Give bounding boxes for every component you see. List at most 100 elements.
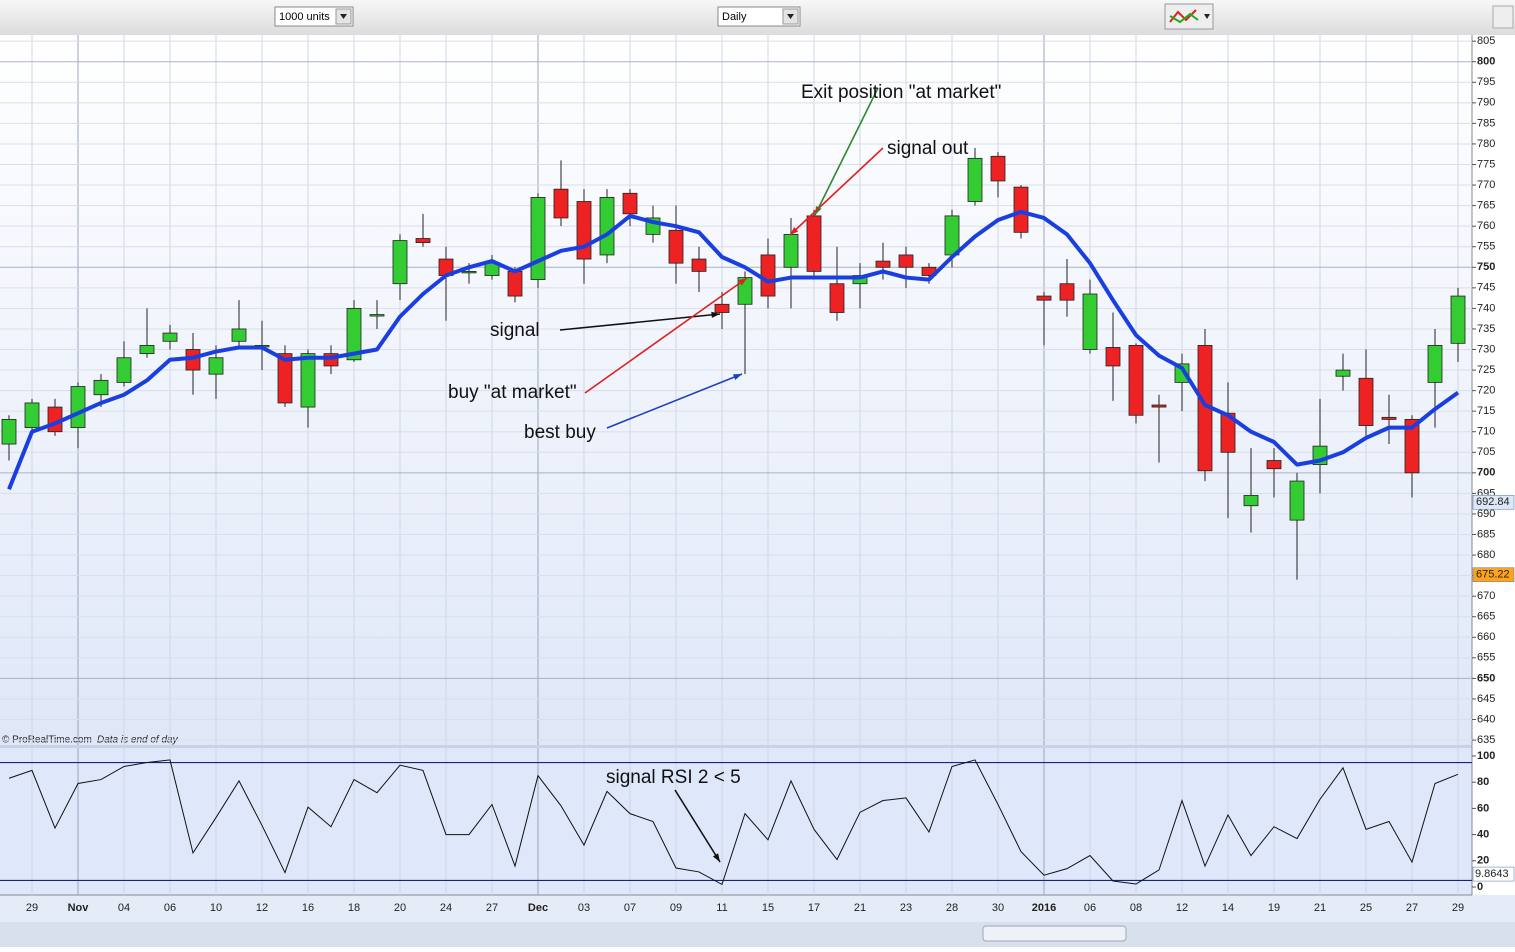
price-marker-label: 692.84 <box>1476 496 1510 508</box>
timeframe-dropdown[interactable] <box>717 6 801 27</box>
dropdown-arrow <box>340 14 347 19</box>
candle-body <box>1128 344 1144 416</box>
units-dropdown[interactable] <box>274 6 354 27</box>
candle-body <box>1289 480 1305 521</box>
x-tick-label: 24 <box>440 902 452 914</box>
x-tick-label: 27 <box>486 902 498 914</box>
candle-body <box>1381 416 1397 420</box>
x-tick-label: 12 <box>256 902 268 914</box>
y-tick-label: 720 <box>1477 385 1495 397</box>
y-tick-label: 755 <box>1477 241 1495 253</box>
candle-body <box>162 332 178 342</box>
candle-body <box>139 344 155 355</box>
y-tick-label: 635 <box>1477 734 1495 746</box>
arrow-head <box>815 206 822 215</box>
candle-body <box>967 157 983 202</box>
scrollbar <box>0 922 1515 947</box>
candle-body <box>507 270 523 297</box>
candle-body <box>392 240 408 285</box>
candle-body <box>714 303 730 313</box>
dropdown-arrow <box>1204 14 1210 19</box>
x-tick-label: 28 <box>946 902 958 914</box>
candle-body <box>1450 295 1466 344</box>
dropdown-arrow <box>787 14 794 19</box>
y-tick-label: 690 <box>1477 508 1495 520</box>
x-tick-label: 09 <box>670 902 682 914</box>
x-tick-label: 23 <box>900 902 912 914</box>
candle-body <box>1082 293 1098 350</box>
candle-body <box>1266 460 1282 470</box>
annotation-arrow <box>789 147 884 236</box>
x-tick-label: 29 <box>26 902 38 914</box>
x-tick-label: Dec <box>528 902 548 914</box>
price-marker <box>1472 494 1515 510</box>
arrow-head <box>790 226 799 235</box>
value-marker-label: 9.8643 <box>1475 868 1509 880</box>
y-tick-label: 40 <box>1477 829 1489 841</box>
y-tick-label: 775 <box>1477 158 1495 170</box>
candle-body <box>1335 369 1351 377</box>
candle-body <box>898 254 914 268</box>
arrow-head <box>733 374 742 381</box>
candle-body <box>783 233 799 268</box>
annotation-arrow <box>814 87 879 216</box>
y-tick-label: 805 <box>1477 35 1495 47</box>
candle-body <box>668 229 684 264</box>
x-tick-label: 07 <box>624 902 636 914</box>
candle-body <box>277 353 293 404</box>
timeframe-text: Daily <box>722 11 747 23</box>
y-tick-label: 750 <box>1477 261 1495 273</box>
y-tick-label: 685 <box>1477 528 1495 540</box>
candle-body <box>691 258 707 272</box>
y-tick-label: 680 <box>1477 549 1495 561</box>
y-tick-label: 640 <box>1477 713 1495 725</box>
x-tick-label: 11 <box>716 902 727 914</box>
candle-body <box>1404 418 1420 474</box>
x-tick-label: 18 <box>348 902 360 914</box>
annotation: signal RSI 2 < 5 <box>606 767 741 788</box>
annotation: signal <box>490 320 540 341</box>
candle-body <box>1243 495 1259 507</box>
y-tick-label: 670 <box>1477 590 1495 602</box>
candle-body <box>1427 344 1443 383</box>
x-tick-label: 03 <box>578 902 590 914</box>
x-tick-label: 16 <box>302 902 314 914</box>
candle-body <box>231 328 247 342</box>
annotation: best buy <box>524 422 596 443</box>
annotation-arrow <box>584 277 748 394</box>
x-tick-label: 21 <box>1314 902 1326 914</box>
candle-body <box>530 196 546 281</box>
x-tick-label: 06 <box>1084 902 1096 914</box>
x-tick-label: 04 <box>118 902 130 914</box>
candle-body <box>1358 377 1374 426</box>
arrow-head <box>712 853 720 862</box>
y-tick-label: 745 <box>1477 282 1495 294</box>
y-tick-label: 730 <box>1477 343 1495 355</box>
x-axis <box>0 895 1515 922</box>
y-tick-label: 705 <box>1477 446 1495 458</box>
y-tick-label: 735 <box>1477 323 1495 335</box>
candle-body <box>1 418 17 445</box>
side-button[interactable] <box>1492 5 1514 29</box>
y-tick-label: 710 <box>1477 426 1495 438</box>
candle-body <box>875 260 891 268</box>
candle-body <box>760 254 776 297</box>
x-tick-label: 2016 <box>1032 902 1056 914</box>
y-tick-label: 715 <box>1477 405 1495 417</box>
candle-body <box>116 357 132 383</box>
candle-body <box>553 188 569 219</box>
candle-body <box>208 357 224 375</box>
candle-body <box>1036 295 1052 301</box>
chart-style-button[interactable] <box>1164 3 1214 30</box>
scroll-thumb[interactable] <box>982 925 1127 942</box>
candle-body <box>1013 186 1029 233</box>
candle-body <box>1059 283 1075 301</box>
candle-body <box>1151 404 1167 408</box>
arrow-head <box>738 278 747 286</box>
y-tick-label: 785 <box>1477 117 1495 129</box>
price-marker <box>1472 567 1515 583</box>
price-axis <box>1472 35 1515 895</box>
price-panel <box>0 35 1472 745</box>
x-tick-label: 21 <box>854 902 866 914</box>
